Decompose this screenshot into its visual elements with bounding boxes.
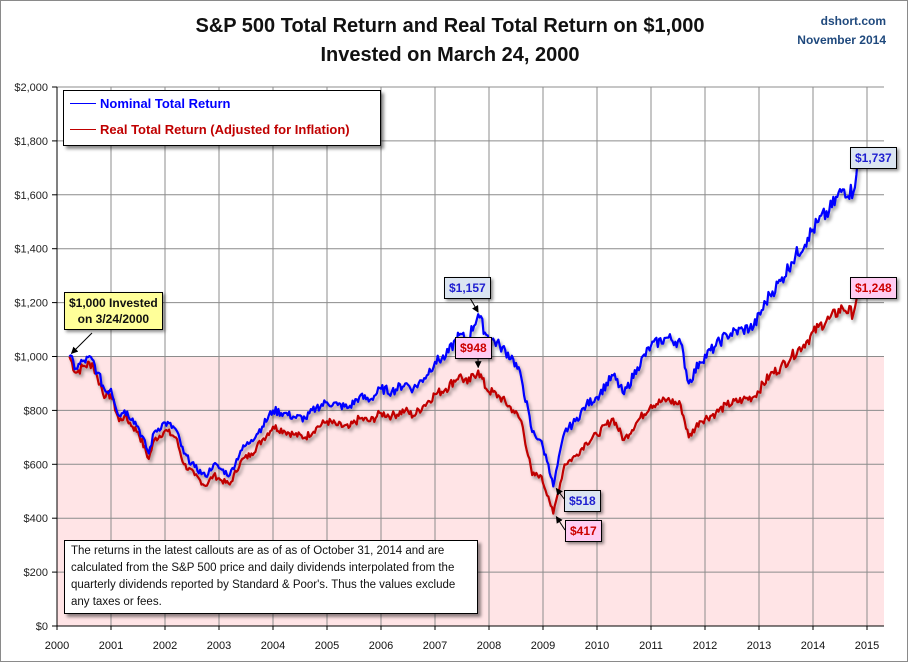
callout-start-line2: on 3/24/2000 (77, 312, 150, 326)
x-tick-label: 2006 (369, 640, 393, 652)
legend-swatch-real (70, 129, 96, 130)
legend-label-real: Real Total Return (Adjusted for Inflatio… (100, 122, 350, 137)
arrow-nominal-peak (469, 297, 479, 313)
callout-real-low-2009: $417 (565, 520, 602, 542)
chart-title: S&P 500 Total Return and Real Total Retu… (150, 12, 750, 70)
x-tick-label: 2002 (153, 640, 177, 652)
callout-start-investment: $1,000 Invested on 3/24/2000 (64, 292, 163, 330)
arrow-nominal-low (555, 487, 566, 501)
x-tick-label: 2005 (315, 640, 339, 652)
x-tick-label: 2004 (261, 640, 285, 652)
x-tick-label: 2011 (639, 640, 663, 652)
arrow-real-low (555, 516, 566, 531)
callout-nominal-latest: $1,737 (850, 147, 897, 169)
y-tick-label: $1,200 (14, 298, 48, 310)
y-tick-label: $0 (36, 621, 48, 633)
x-tick-label: 2013 (747, 640, 771, 652)
legend-item-real: Real Total Return (Adjusted for Inflatio… (70, 122, 350, 137)
y-tick-label: $800 (24, 405, 48, 417)
x-tick-label: 2015 (855, 640, 879, 652)
x-tick-label: 2007 (423, 640, 447, 652)
y-tick-label: $400 (24, 513, 48, 525)
series-line-nominal (68, 157, 859, 488)
source-date: November 2014 (797, 33, 886, 47)
x-tick-label: 2008 (477, 640, 501, 652)
title-line-1: S&P 500 Total Return and Real Total Retu… (195, 15, 705, 37)
arrow-start (70, 332, 93, 354)
x-tick-label: 2001 (99, 640, 123, 652)
callout-real-peak-2007: $948 (455, 337, 492, 359)
callout-nominal-low-2009: $518 (564, 490, 601, 512)
y-tick-label: $2,000 (14, 82, 48, 94)
title-line-2: Invested on March 24, 2000 (320, 44, 580, 66)
footnote-box: The returns in the latest callouts are a… (64, 540, 478, 614)
y-tick-label: $1,000 (14, 352, 48, 364)
y-tick-label: $200 (24, 567, 48, 579)
x-tick-label: 2003 (207, 640, 231, 652)
x-tick-label: 2009 (531, 640, 555, 652)
legend-swatch-nominal (70, 103, 96, 104)
chart-legend: Nominal Total Return Real Total Return (… (63, 90, 381, 146)
legend-label-nominal: Nominal Total Return (100, 96, 231, 111)
callout-nominal-peak-2007: $1,157 (444, 277, 491, 299)
y-tick-label: $1,400 (14, 244, 48, 256)
y-tick-label: $1,600 (14, 190, 48, 202)
x-tick-label: 2010 (585, 640, 609, 652)
y-tick-label: $1,800 (14, 136, 48, 148)
callout-real-latest: $1,248 (850, 277, 897, 299)
callout-start-line1: $1,000 Invested (69, 296, 158, 310)
y-tick-label: $600 (24, 459, 48, 471)
source-credit: dshort.com November 2014 (797, 12, 886, 50)
source-site: dshort.com (820, 14, 886, 28)
x-tick-label: 2012 (693, 640, 717, 652)
legend-item-nominal: Nominal Total Return (70, 96, 230, 111)
x-tick-label: 2014 (801, 640, 825, 652)
x-tick-label: 2000 (45, 640, 69, 652)
series-line-real (68, 289, 859, 515)
